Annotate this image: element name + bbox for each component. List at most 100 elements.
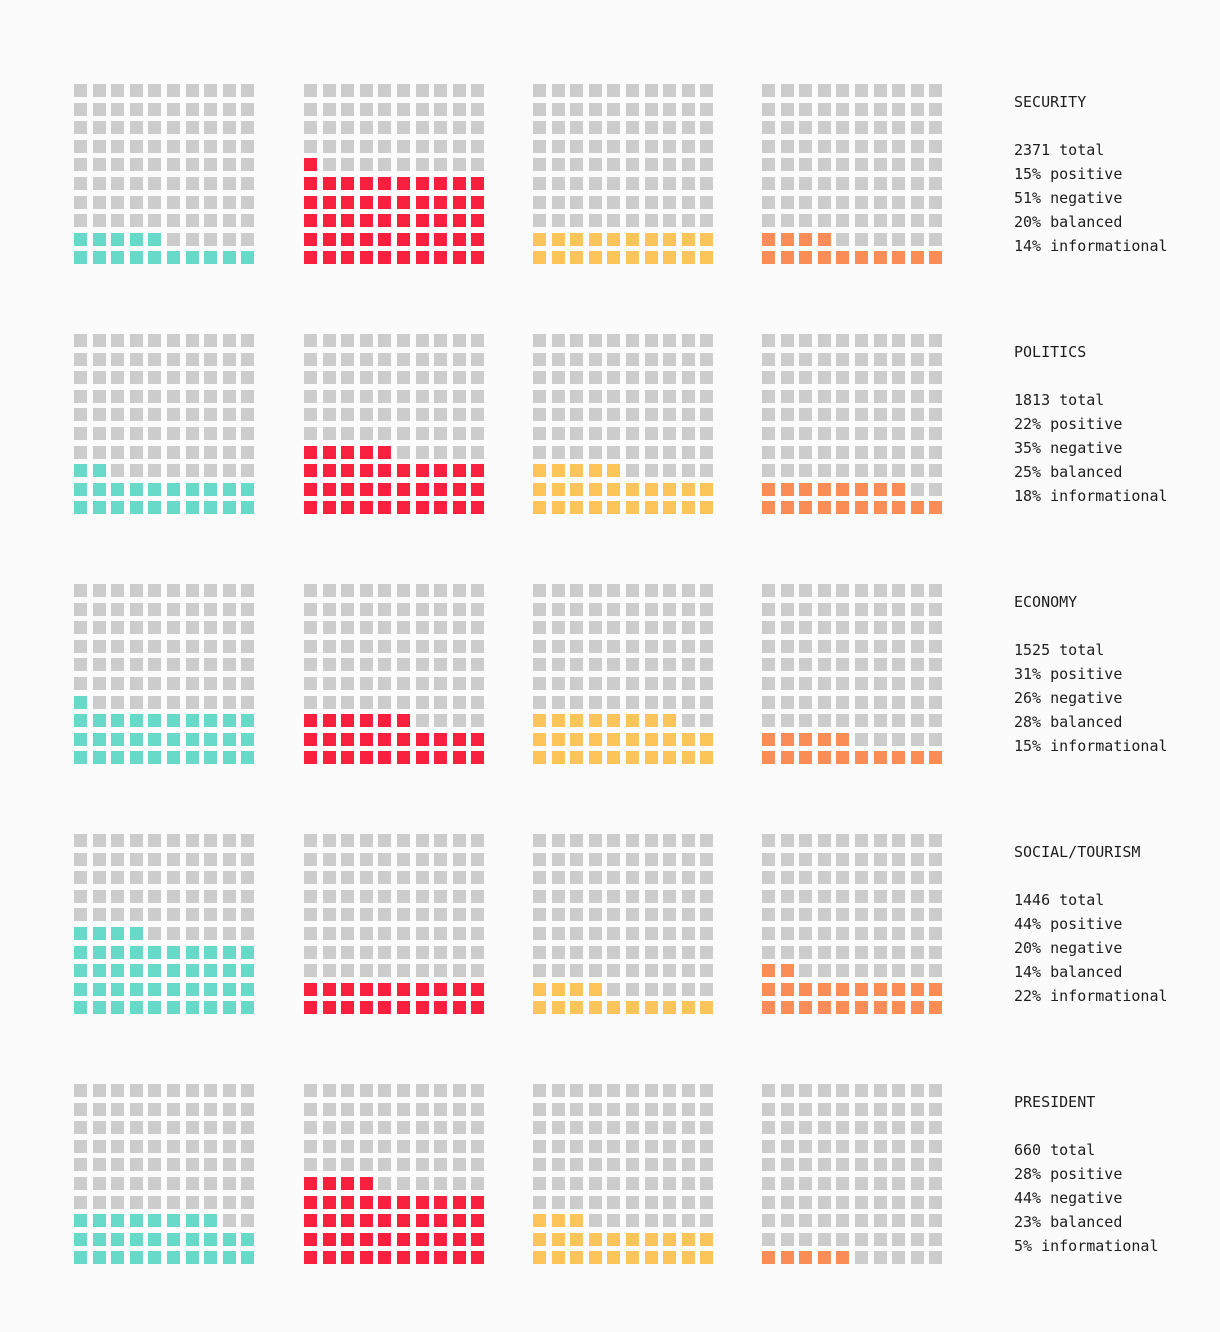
waffle-cell-empty: [415, 639, 429, 653]
waffle-cell-empty: [780, 84, 794, 97]
waffle-cell-negative: [304, 1001, 317, 1015]
waffle-cell-empty: [304, 84, 317, 97]
waffle-cell-empty: [92, 1177, 106, 1190]
waffle-cell-positive: [129, 1214, 143, 1228]
waffle-cell-empty: [929, 889, 943, 903]
waffle-cell-empty: [304, 389, 317, 403]
waffle-cell-empty: [570, 1102, 584, 1116]
waffle-cell-empty: [185, 177, 199, 190]
waffle-cell-empty: [700, 214, 714, 228]
waffle-cell-empty: [92, 834, 106, 847]
waffle-cell-balanced: [681, 232, 695, 246]
waffle-cell-empty: [855, 677, 868, 690]
waffle-cell-balanced: [681, 482, 695, 496]
waffle-cell-empty: [434, 1139, 448, 1153]
waffle-cell-empty: [780, 352, 794, 366]
waffle-cell-empty: [341, 352, 355, 366]
waffle-cell-empty: [129, 908, 143, 922]
waffle-cell-negative: [359, 1177, 373, 1190]
waffle-cell-balanced: [551, 1232, 565, 1246]
waffle-cell-positive: [92, 714, 106, 728]
waffle-cell-empty: [780, 1102, 794, 1116]
waffle-cell-empty: [148, 889, 162, 903]
waffle-cell-empty: [359, 408, 373, 422]
waffle-cell-balanced: [588, 232, 602, 246]
waffle-cell-empty: [341, 945, 355, 959]
waffle-cell-empty: [322, 852, 336, 866]
waffle-cell-empty: [111, 195, 125, 209]
waffle-cell-empty: [92, 427, 106, 440]
topic-stat: 44% negative: [1014, 1189, 1123, 1207]
waffle-cell-informational: [873, 982, 887, 996]
waffle-cell-empty: [322, 639, 336, 653]
waffle-cell-empty: [892, 177, 906, 190]
waffle-cell-empty: [588, 1177, 602, 1190]
waffle-cell-empty: [588, 852, 602, 866]
waffle-cell-empty: [644, 964, 658, 978]
waffle-cell-empty: [910, 445, 924, 459]
waffle-cell-empty: [892, 445, 906, 459]
waffle-cell-informational: [929, 982, 943, 996]
waffle-cell-empty: [780, 852, 794, 866]
waffle-cell-empty: [910, 677, 924, 690]
waffle-cell-empty: [74, 371, 87, 385]
waffle-cell-empty: [570, 1195, 584, 1209]
waffle-cell-empty: [341, 121, 355, 135]
waffle-cell-empty: [855, 177, 868, 190]
waffle-cell-empty: [397, 139, 410, 153]
waffle-cell-empty: [222, 158, 236, 172]
waffle-cell-empty: [626, 84, 639, 97]
waffle-cell-empty: [397, 871, 410, 885]
waffle-cell-empty: [415, 908, 429, 922]
waffle-cell-empty: [92, 102, 106, 116]
waffle-cell-empty: [817, 158, 831, 172]
waffle-cell-empty: [700, 195, 714, 209]
waffle-cell-empty: [359, 621, 373, 635]
waffle-cell-empty: [204, 871, 218, 885]
waffle-cell-empty: [817, 1158, 831, 1172]
waffle-cell-empty: [359, 158, 373, 172]
waffle-cell-empty: [204, 371, 218, 385]
waffle-cell-empty: [626, 834, 639, 847]
waffle-cell-empty: [929, 352, 943, 366]
waffle-cell-empty: [799, 352, 813, 366]
waffle-cell-negative: [378, 445, 392, 459]
waffle-cell-empty: [570, 834, 584, 847]
waffle-cell-negative: [434, 1251, 448, 1265]
waffle-cell-empty: [607, 408, 621, 422]
waffle-cell-empty: [148, 1195, 162, 1209]
waffle-cell-empty: [817, 889, 831, 903]
waffle-cell-empty: [434, 371, 448, 385]
waffle-cell-negative: [434, 214, 448, 228]
waffle-cell-empty: [129, 408, 143, 422]
waffle-cell-balanced: [663, 714, 677, 728]
waffle-cell-empty: [378, 871, 392, 885]
waffle-cell-positive: [74, 501, 87, 515]
waffle-cell-empty: [397, 639, 410, 653]
waffle-cell-empty: [626, 214, 639, 228]
waffle-cell-empty: [378, 1158, 392, 1172]
waffle-cell-empty: [570, 121, 584, 135]
waffle-cell-empty: [185, 334, 199, 347]
waffle-cell-empty: [855, 195, 868, 209]
waffle-cell-empty: [607, 1214, 621, 1228]
waffle-cell-balanced: [551, 464, 565, 478]
waffle-cell-empty: [148, 139, 162, 153]
waffle-cell-empty: [644, 982, 658, 996]
waffle-cell-positive: [241, 1251, 255, 1265]
waffle-cell-empty: [304, 945, 317, 959]
waffle-cell-empty: [681, 584, 695, 597]
waffle-cell-empty: [588, 834, 602, 847]
waffle-cell-empty: [241, 389, 255, 403]
waffle-cell-empty: [663, 214, 677, 228]
topic-summary: PRESIDENT 660 total 28% positive 44% negati…: [1014, 1090, 1159, 1258]
waffle-cell-empty: [780, 464, 794, 478]
waffle-cell-positive: [167, 964, 180, 978]
waffle-cell-positive: [148, 964, 162, 978]
waffle-cell-negative: [452, 195, 466, 209]
waffle-cell-empty: [74, 639, 87, 653]
waffle-cell-positive: [74, 751, 87, 765]
waffle-cell-empty: [700, 908, 714, 922]
waffle-cell-empty: [588, 139, 602, 153]
waffle-cell-balanced: [663, 751, 677, 765]
